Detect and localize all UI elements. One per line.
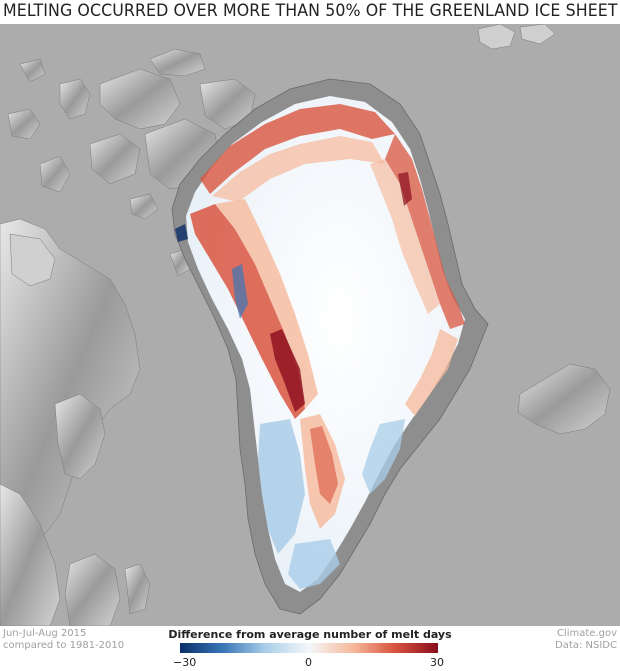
melt-hotspot-west bbox=[270, 329, 305, 412]
iceland bbox=[517, 363, 611, 435]
footer: Jun-Jul-Aug 2015 compared to 1981-2010 D… bbox=[0, 626, 620, 671]
below-average-south bbox=[288, 539, 340, 589]
period-label: Jun-Jul-Aug 2015 bbox=[3, 628, 87, 639]
map-title: MELTING OCCURRED OVER MORE THAN 50% OF T… bbox=[3, 1, 618, 21]
canadian-archipelago bbox=[0, 48, 256, 626]
greenland bbox=[171, 78, 489, 615]
below-average-west-spot bbox=[175, 224, 188, 242]
melt-band-north-inner bbox=[212, 136, 385, 202]
title-bar: MELTING OCCURRED OVER MORE THAN 50% OF T… bbox=[0, 0, 620, 24]
credit-label: Climate.gov bbox=[556, 628, 617, 639]
melt-band-west-inner bbox=[215, 199, 318, 409]
melt-band-north bbox=[200, 104, 395, 194]
legend-mid-label: 0 bbox=[305, 656, 312, 669]
legend-min-label: −30 bbox=[173, 656, 197, 669]
legend-color-bar bbox=[180, 643, 438, 653]
melt-days-map bbox=[0, 24, 620, 626]
below-average-southeast bbox=[362, 419, 405, 494]
melt-band-west bbox=[190, 204, 305, 419]
melt-streak-south-dark bbox=[310, 426, 338, 504]
svalbard bbox=[477, 24, 556, 50]
legend-title: Difference from average number of melt d… bbox=[168, 628, 452, 641]
baseline-label: compared to 1981-2010 bbox=[3, 640, 125, 651]
melt-band-southeast bbox=[405, 329, 458, 416]
below-average-southwest bbox=[258, 419, 305, 554]
below-average-west-blue bbox=[232, 264, 248, 319]
legend-max-label: 30 bbox=[430, 656, 444, 669]
data-source-label: Data: NSIDC bbox=[555, 640, 617, 651]
melt-hotspot-east bbox=[398, 172, 412, 206]
melt-band-east-inner bbox=[370, 159, 440, 314]
